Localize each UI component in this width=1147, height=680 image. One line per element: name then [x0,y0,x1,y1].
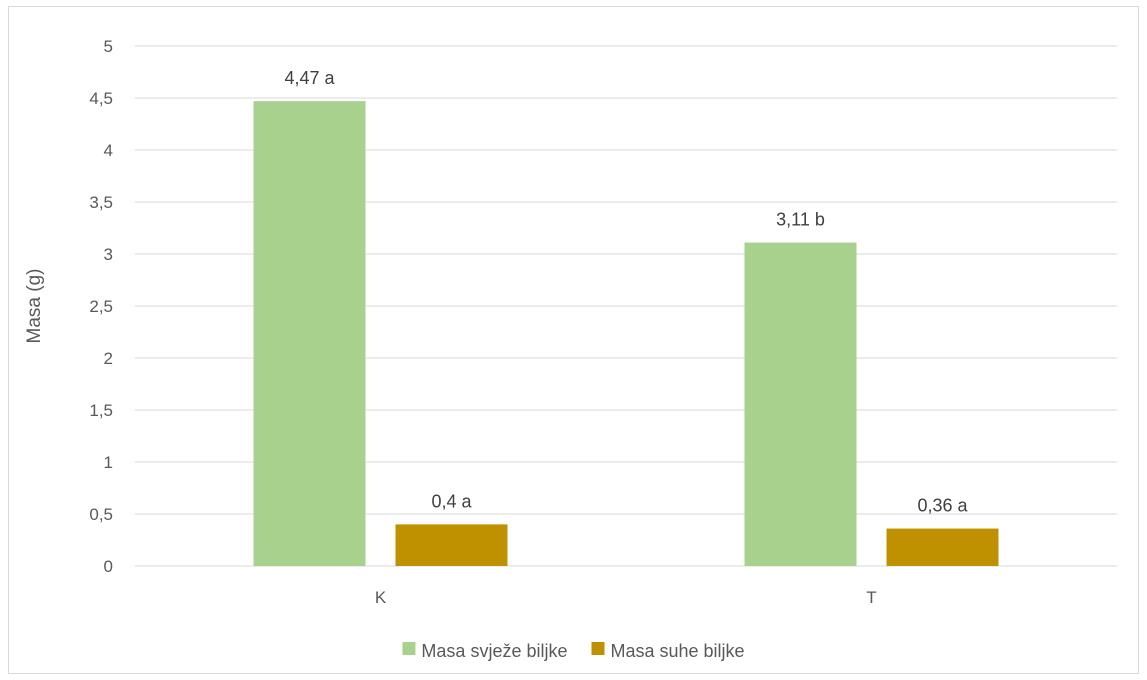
x-tick-label: K [375,588,387,607]
y-tick-label: 4 [104,141,113,160]
data-label: 0,4 a [431,491,472,511]
y-tick-label: 2 [104,349,113,368]
y-tick-label: 1 [104,453,113,472]
y-tick-label: 3 [104,245,113,264]
y-tick-label: 0 [104,557,113,576]
y-tick-label: 3,5 [89,193,113,212]
legend-swatch [591,642,605,655]
y-tick-label: 1,5 [89,401,113,420]
y-tick-label: 5 [104,37,113,56]
data-labels: 4,47 a 0,4 a 3,11 b 0,36 a [284,68,968,515]
bars [253,101,999,567]
x-tick-label: T [866,588,876,607]
bar-T-0 [744,242,857,566]
y-tick-label: 0,5 [89,505,113,524]
bar-T-1 [886,528,999,566]
bar-K-1 [395,524,508,566]
legend-label: Masa suhe biljke [610,641,744,661]
y-tick-label: 4,5 [89,89,113,108]
data-label: 4,47 a [284,68,335,88]
data-label: 3,11 b [776,210,825,230]
y-axis-ticks: 0 0,5 1 1,5 2 2,5 3 3,5 4 4,5 5 [89,37,113,576]
legend-swatch [402,642,416,655]
data-label: 0,36 a [917,496,968,516]
y-tick-label: 2,5 [89,297,113,316]
bar-K-0 [253,101,366,567]
legend-label: Masa svježe biljke [421,641,567,661]
y-axis-label: Masa (g) [24,269,45,344]
legend: Masa svježe biljke Masa suhe biljke [402,641,745,661]
